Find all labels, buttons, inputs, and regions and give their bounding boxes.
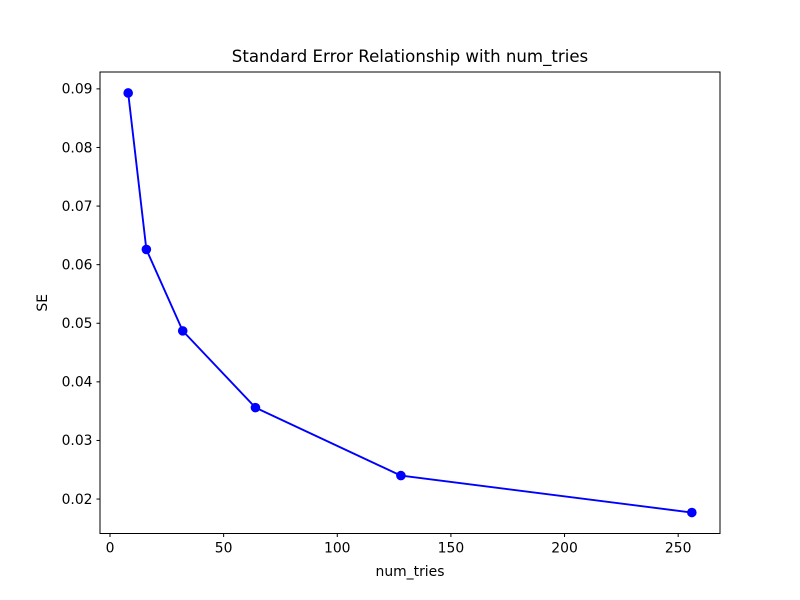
data-line [127, 92, 693, 514]
y-tick-label: 0.06 [62, 257, 93, 273]
x-tick-label: 200 [551, 541, 578, 557]
y-tick-label: 0.08 [62, 140, 93, 156]
plot-area: 0 50 100 150 200 250 0.02 0.03 0.04 0.05 0.06 0.07 0… [62, 71, 721, 557]
x-tick-label: 50 [215, 541, 233, 557]
axes-frame [99, 71, 721, 534]
y-tick-label: 0.07 [62, 199, 93, 215]
y-tick-label: 0.04 [62, 375, 93, 391]
y-axis-label: SE [35, 294, 51, 312]
x-tick-label: 0 [106, 541, 115, 557]
y-tick-label: 0.09 [62, 82, 93, 98]
y-tick-label: 0.05 [62, 316, 93, 332]
data-point-marker [396, 470, 406, 481]
data-point-marker [687, 507, 697, 518]
data-point-marker [123, 88, 133, 98]
y-tick-label: 0.03 [62, 433, 93, 449]
data-point-marker [177, 326, 188, 336]
data-point-marker [250, 402, 261, 413]
x-axis-label: num_tries [376, 564, 445, 580]
y-tick-label: 0.02 [62, 492, 93, 508]
x-tick-label: 100 [324, 541, 351, 557]
x-tick-label: 250 [665, 541, 692, 557]
data-point-marker [141, 244, 152, 255]
x-tick-label: 150 [438, 541, 465, 557]
chart-title: Standard Error Relationship with num_tri… [232, 47, 588, 67]
